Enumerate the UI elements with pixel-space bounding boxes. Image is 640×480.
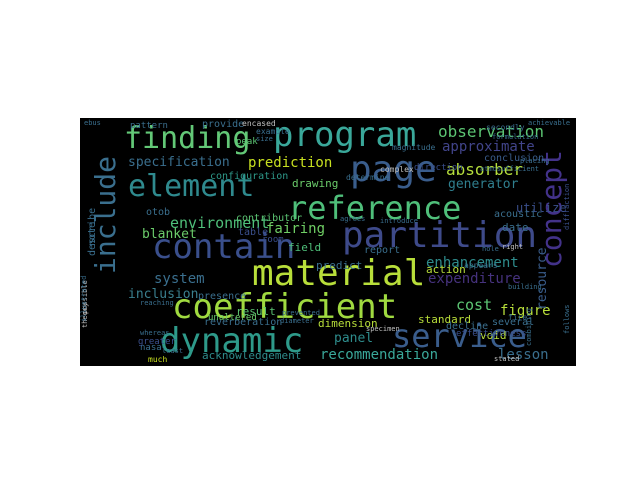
word: service [392,317,527,355]
word: void [480,329,507,342]
word: inclusion [128,287,199,302]
word: determine [346,173,390,182]
word: lesson [498,347,549,363]
word: action [426,263,466,276]
word: blanket [142,227,197,242]
word: reference [288,189,462,227]
word: greater [138,337,176,347]
word: appears [464,261,498,270]
word: secondly [486,123,525,132]
word: decline [446,321,489,332]
word: prediction [248,155,333,171]
word: pattern [130,121,168,131]
word: approximate [442,139,535,155]
word: building [508,283,542,291]
word: agrees [340,215,366,223]
word: size [256,135,273,143]
word: peak [236,137,258,147]
word: fire [508,313,528,322]
word: prevented [282,309,320,317]
word: report [364,245,401,256]
word: dynamic [160,321,304,361]
word: finding [124,121,251,156]
word: provide [202,119,245,130]
word: room [262,235,284,245]
word: diffraction [563,183,571,230]
word: combining [525,308,533,346]
word: diameter [280,317,314,325]
word: element [128,169,255,204]
word: complex [380,165,414,174]
word: conclusion [484,153,545,164]
word: ebus [84,119,101,127]
word: table [238,227,269,238]
word: material [252,253,426,294]
word: achievable [528,119,571,127]
word: direction [414,163,463,173]
word: right [502,243,524,251]
word: acoustic [494,209,543,220]
word: result [236,305,276,318]
word: hole [482,245,499,253]
word: configuration [210,171,289,182]
word: cost [456,296,493,314]
word: otob [146,207,171,218]
word: placing [520,157,550,165]
word: field [288,241,322,254]
word: formulation [492,133,539,141]
word: coefficient [172,287,398,327]
word-cloud: program finding page element reference c… [80,118,576,366]
word: date [502,221,529,234]
word: nasa [140,343,162,353]
word: atmosufficient [480,165,540,173]
word: system [154,271,205,287]
word: dimension [318,317,378,330]
word: much [148,355,168,364]
word: reverberation [204,317,283,328]
word: note [87,221,98,246]
word: figure [500,303,551,319]
word: illustrated [80,275,88,322]
word: contain [152,227,296,267]
word: utilize [516,201,567,215]
word: panel [334,331,374,346]
word: partition [342,215,538,256]
word: several [492,317,535,328]
word: specimen [366,325,400,333]
word: specification [128,155,230,170]
word: page [350,149,437,190]
word: presence [198,291,247,302]
word: example [256,127,290,136]
word: stated [494,355,520,363]
word: magnitude [392,143,436,152]
word: resource [535,247,550,310]
word: expenditure [428,271,521,287]
word: recommendation [320,347,439,363]
word: acknowledgement [202,349,302,362]
word: predict [316,259,363,272]
word: reaching [140,299,174,307]
word: observation [438,122,544,141]
word: encased [242,119,276,128]
word: enhancement [426,255,519,271]
word: follows [563,304,571,334]
word: drawing [292,177,339,190]
word: contributor [236,213,303,224]
word: effectiveness [456,329,527,339]
word: whereas [140,329,170,337]
word: environment [170,214,270,232]
word: fairing [266,221,326,237]
word: standard [418,313,471,326]
word: program [273,118,417,155]
word: generator [448,177,519,192]
word: unaltered [208,313,257,323]
word: least [162,347,184,355]
word: absorber [446,160,524,179]
word: introduce [380,217,418,225]
